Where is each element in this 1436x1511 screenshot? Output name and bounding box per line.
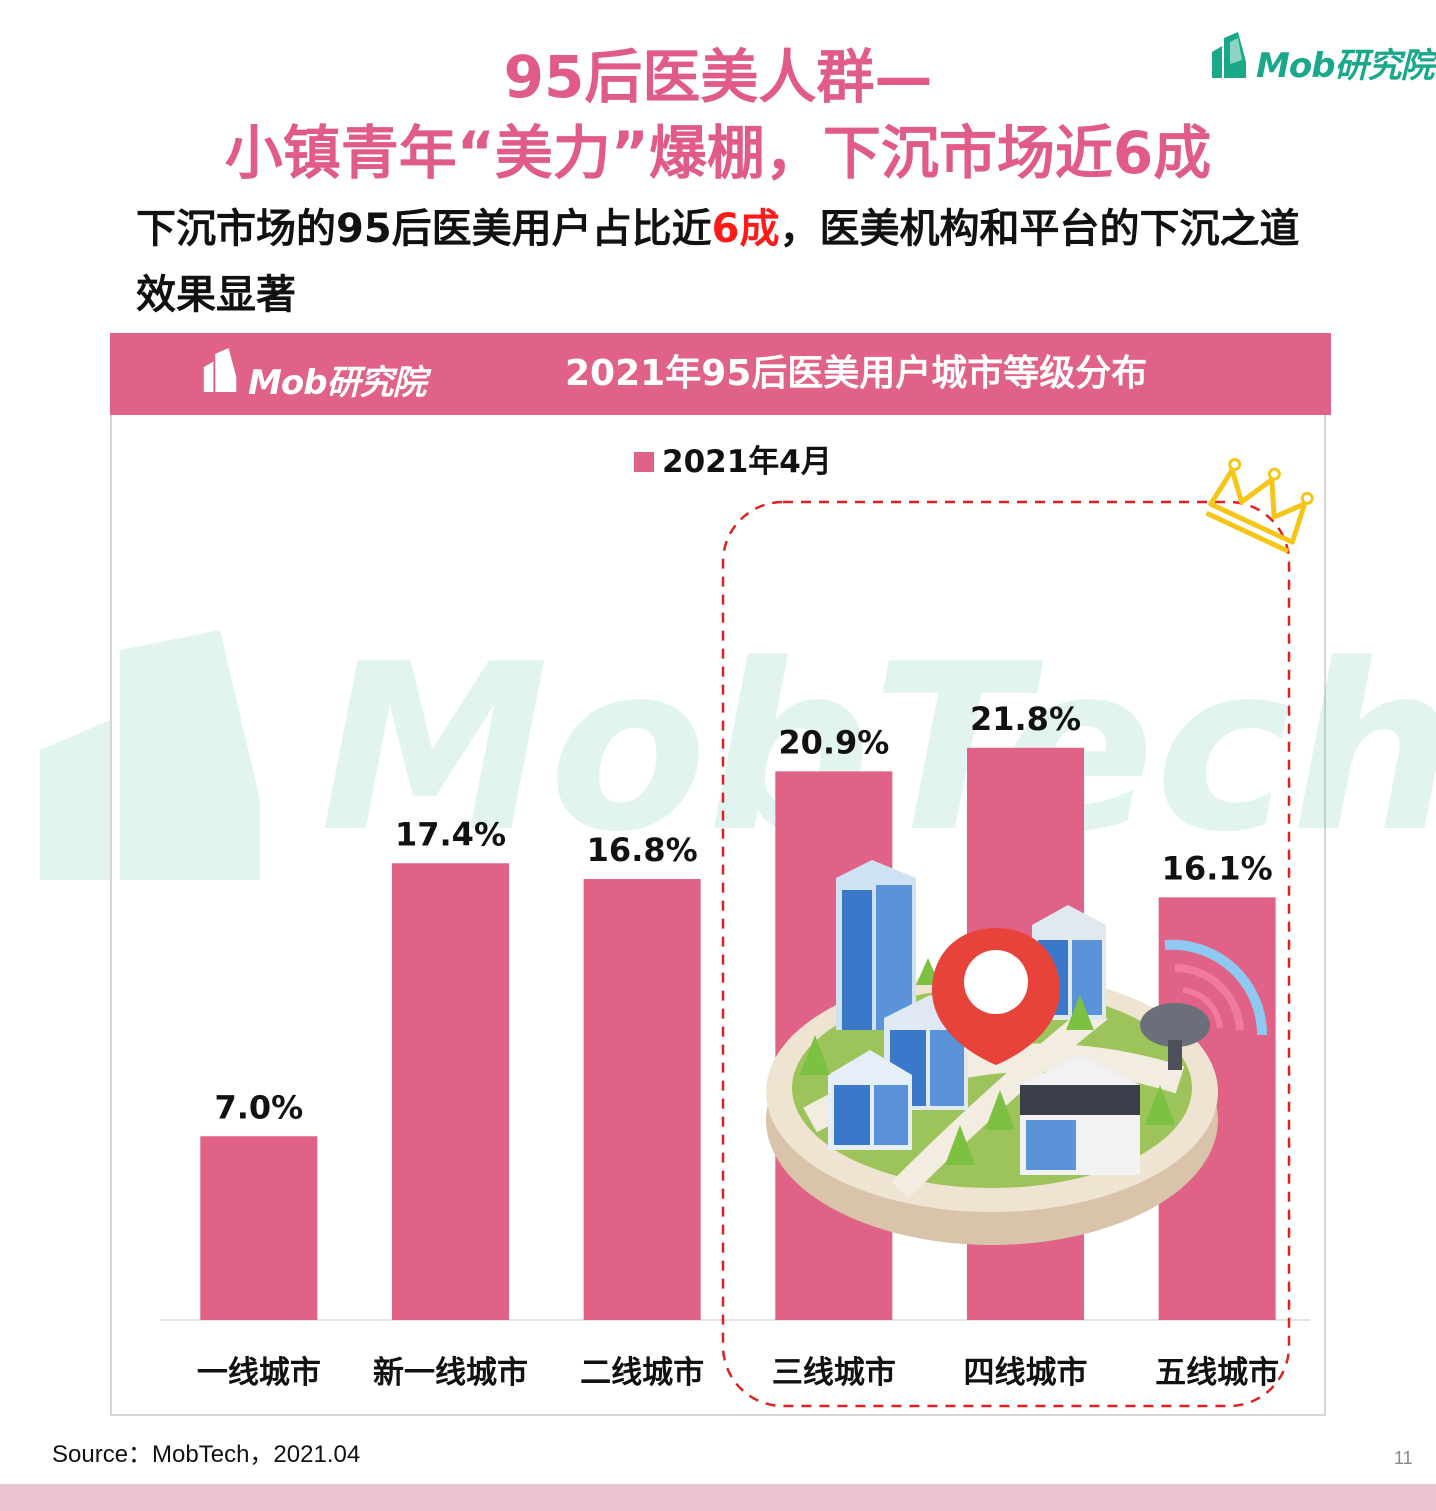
page-title-line1: 95后医美人群— <box>503 43 933 111</box>
bar-4 <box>967 747 1084 1320</box>
mob-logo: Mob研究院 <box>1208 30 1435 86</box>
page-title-line2: 小镇青年“美力”爆棚，下沉市场近6成 <box>224 119 1212 187</box>
value-label-5: 16.1% <box>1162 849 1273 887</box>
bar-5 <box>1158 897 1276 1320</box>
category-label-5: 五线城市 <box>1155 1355 1279 1391</box>
legend-swatch <box>634 452 654 472</box>
bar-1 <box>392 863 509 1320</box>
chart-title: 2021年95后医美用户城市等级分布 <box>565 353 1148 394</box>
mob-logo-icon <box>203 348 237 392</box>
footer-band <box>0 1484 1436 1511</box>
source-note: Source：MobTech，2021.04 <box>52 1441 361 1468</box>
subtitle-after: ，医美机构和平台的下沉之道效果显著 <box>136 206 1300 318</box>
page-number: 11 <box>1394 1448 1413 1468</box>
category-label-3: 三线城市 <box>772 1355 896 1391</box>
bar-0 <box>200 1136 318 1320</box>
category-label-4: 四线城市 <box>964 1355 1088 1391</box>
value-label-1: 17.4% <box>395 815 506 853</box>
value-label-4: 21.8% <box>970 700 1081 738</box>
subtitle-highlight: 6成 <box>711 206 780 252</box>
value-label-0: 7.0% <box>214 1088 303 1126</box>
value-label-2: 16.8% <box>587 831 698 869</box>
subtitle-before: 下沉市场的95后医美用户占比近 <box>136 206 712 252</box>
legend-label: 2021年4月 <box>662 444 832 480</box>
chart-banner: Mob研究院 2021年95后医美用户城市等级分布 <box>110 333 1331 415</box>
banner-brand: Mob研究院 <box>248 363 427 403</box>
bar-3 <box>775 771 893 1320</box>
page-subtitle: 下沉市场的95后医美用户占比近6成，医美机构和平台的下沉之道效果显著 <box>136 196 1336 328</box>
chart-panel <box>110 333 1326 1416</box>
bar-2 <box>583 879 701 1320</box>
value-label-3: 20.9% <box>778 723 889 761</box>
category-label-1: 新一线城市 <box>373 1355 528 1391</box>
brand-text: Mob研究院 <box>1256 46 1435 86</box>
category-label-0: 一线城市 <box>197 1355 321 1391</box>
category-label-2: 二线城市 <box>580 1355 704 1391</box>
mob-logo-icon <box>1212 32 1246 78</box>
